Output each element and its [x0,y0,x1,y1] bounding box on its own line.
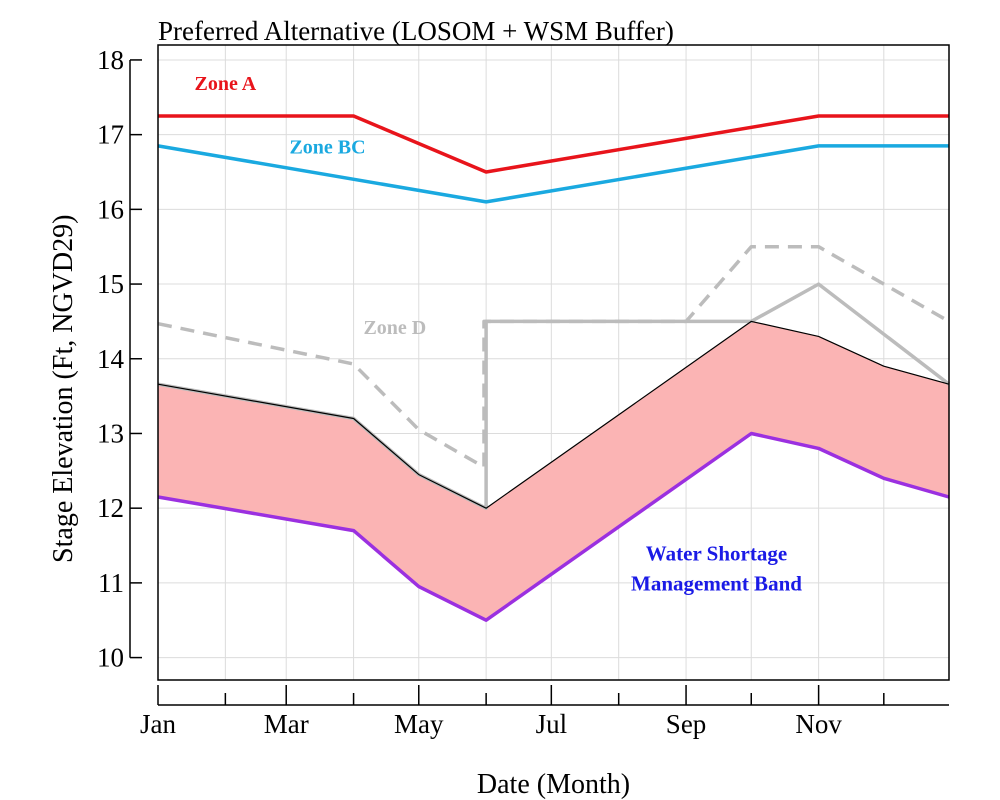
series-line-1 [157,144,949,204]
chart-title: Preferred Alternative (LOSOM + WSM Buffe… [158,16,674,46]
annotation-label: Management Band [631,571,802,595]
annotations: Zone A Zone BC Zone D Water Shortage Managem… [195,73,803,596]
series-line-5 [157,431,950,622]
y-tick-label: 17 [97,120,124,150]
series-lines [157,114,951,622]
series-line-4 [157,320,950,509]
water-shortage-band-fill [158,321,949,621]
band-area [158,321,949,621]
y-tick-label: 11 [98,568,124,598]
y-tick-label: 10 [97,643,124,673]
y-tick-label: 16 [97,194,124,224]
annotation-label: Water Shortage [646,541,787,565]
y-axis: 10 11 12 13 14 15 16 17 18 [97,45,142,673]
annotation-label: Zone D [363,317,426,339]
x-axis-label: Date (Month) [477,769,630,800]
series-line-0 [158,114,949,174]
y-tick-label: 13 [97,418,124,448]
annotation-label: Zone BC [289,136,365,158]
x-tick-label: Nov [795,709,842,739]
plot-frame [157,44,950,681]
annotation-label: Zone A [195,73,257,95]
y-tick-label: 14 [97,344,125,374]
x-tick-label: Jan [140,709,176,739]
x-tick-label: Sep [666,709,707,739]
series-line-2 [157,244,950,469]
y-tick-label: 15 [97,269,124,299]
y-tick-label: 18 [97,45,124,75]
x-tick-label: May [394,709,444,739]
y-tick-label: 12 [97,493,124,523]
y-axis-label: Stage Elevation (Ft, NGVD29) [48,215,79,563]
x-tick-label: Jul [536,709,568,739]
x-axis: Jan Mar May Jul Sep Nov [140,685,949,739]
x-tick-label: Mar [264,709,309,739]
